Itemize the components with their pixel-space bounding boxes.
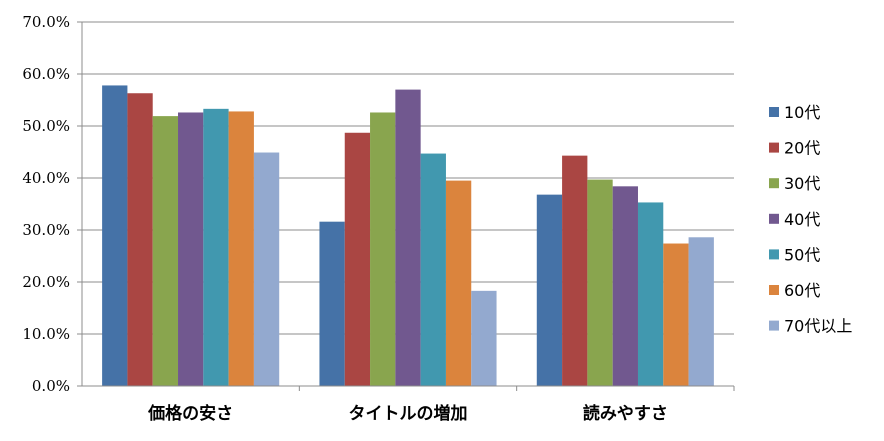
bar-40代-タイトルの増加 bbox=[395, 89, 421, 386]
legend: 10代 20代 30代 40代 50代 60代 70代以上 bbox=[769, 103, 852, 336]
bar-60代-価格の安さ bbox=[228, 111, 254, 386]
legend-swatch bbox=[769, 320, 779, 331]
legend-swatch bbox=[769, 285, 779, 295]
y-tick-label: 60.0% bbox=[22, 65, 70, 83]
y-tick-labels: 0.0% 10.0% 20.0% 30.0% 40.0% 50.0% 60.0% 70.0% bbox=[22, 13, 70, 395]
bar-20代-タイトルの増加 bbox=[344, 132, 371, 386]
legend-label: 10代 bbox=[784, 103, 820, 122]
category-label: タイトルの増加 bbox=[349, 403, 468, 424]
bar-30代-読みやすさ bbox=[587, 179, 613, 386]
legend-swatch bbox=[769, 213, 779, 224]
y-tick-label: 10.0% bbox=[22, 325, 70, 343]
bar-70代以上-価格の安さ bbox=[253, 152, 280, 386]
bar-60代-読みやすさ bbox=[663, 243, 689, 386]
legend-swatch bbox=[769, 178, 779, 189]
axes bbox=[77, 21, 735, 391]
y-tick-label: 70.0% bbox=[22, 13, 70, 31]
y-tick-label: 30.0% bbox=[22, 221, 70, 239]
bar-60代-タイトルの増加 bbox=[445, 180, 472, 386]
y-tick-label: 50.0% bbox=[22, 117, 70, 135]
bar-40代-読みやすさ bbox=[612, 186, 638, 386]
legend-label: 30代 bbox=[784, 174, 820, 193]
category-label: 読みやすさ bbox=[583, 403, 668, 424]
bar-20代-読みやすさ bbox=[562, 155, 588, 386]
bar-10代-読みやすさ bbox=[536, 194, 563, 386]
bar-50代-読みやすさ bbox=[637, 202, 664, 386]
category-label: 価格の安さ bbox=[147, 403, 233, 424]
bars bbox=[102, 85, 714, 387]
bar-50代-タイトルの増加 bbox=[420, 153, 446, 386]
bar-10代-タイトルの増加 bbox=[319, 221, 345, 386]
bar-40代-価格の安さ bbox=[178, 112, 204, 386]
bar-30代-価格の安さ bbox=[152, 116, 179, 387]
bar-50代-価格の安さ bbox=[203, 108, 229, 386]
legend-swatch bbox=[769, 107, 779, 117]
y-tick-label: 0.0% bbox=[32, 377, 70, 395]
bar-20代-価格の安さ bbox=[127, 93, 153, 387]
legend-label: 40代 bbox=[784, 210, 820, 229]
bar-70代以上-読みやすさ bbox=[688, 237, 714, 386]
bar-10代-価格の安さ bbox=[102, 85, 128, 386]
bar-70代以上-タイトルの増加 bbox=[471, 290, 497, 386]
legend-label: 20代 bbox=[784, 139, 820, 158]
category-labels: 価格の安さ タイトルの増加 読みやすさ bbox=[147, 403, 668, 424]
y-tick-label: 20.0% bbox=[22, 273, 70, 291]
bar-30代-タイトルの増加 bbox=[370, 112, 396, 386]
legend-label: 60代 bbox=[784, 281, 820, 300]
legend-label: 70代以上 bbox=[784, 317, 852, 336]
legend-swatch bbox=[769, 249, 779, 260]
y-tick-label: 40.0% bbox=[22, 169, 70, 187]
legend-swatch bbox=[769, 142, 779, 153]
legend-label: 50代 bbox=[784, 245, 820, 264]
